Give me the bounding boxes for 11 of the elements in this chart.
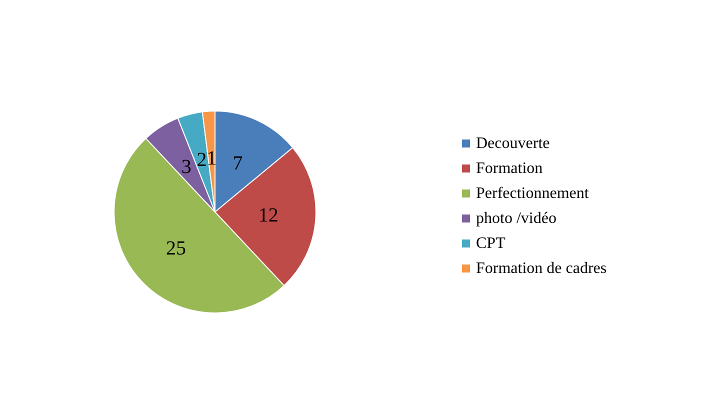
legend-label: Perfectionnement xyxy=(476,185,590,202)
legend-label: Formation xyxy=(476,160,543,177)
data-label: 12 xyxy=(258,204,278,226)
data-label: 7 xyxy=(232,152,243,175)
data-label: 3 xyxy=(181,156,192,178)
data-label: 25 xyxy=(166,238,186,260)
legend-label: Formation de cadres xyxy=(476,260,607,277)
legend-label: photo /vidéo xyxy=(476,210,556,227)
data-label: 2 xyxy=(196,149,207,172)
legend-label: CPT xyxy=(476,235,506,252)
legend-label: Decouverte xyxy=(476,135,550,152)
